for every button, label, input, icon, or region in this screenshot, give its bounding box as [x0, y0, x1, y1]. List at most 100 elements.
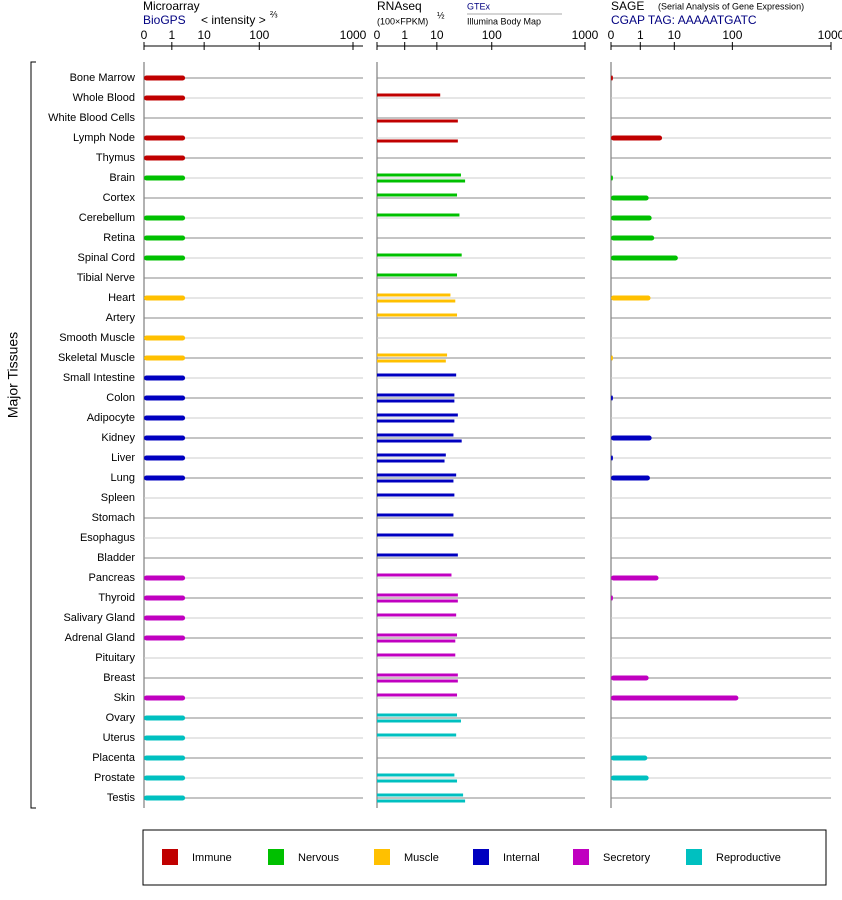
- bar: [144, 475, 186, 481]
- x-tick-label: 0: [374, 28, 381, 42]
- x-tick-label: 1000: [572, 28, 599, 42]
- bracket: [30, 61, 36, 809]
- bar: [377, 679, 458, 683]
- legend-label: Muscle: [404, 852, 439, 864]
- x-tick-label: 0: [608, 28, 615, 42]
- panel-title: Microarray: [143, 0, 200, 13]
- category-label: Brain: [109, 172, 135, 184]
- bar: [144, 775, 186, 781]
- bar: [611, 215, 652, 221]
- category-label: Breast: [103, 672, 135, 684]
- x-tick-label: 1: [637, 28, 644, 42]
- bar: [377, 253, 462, 257]
- y-axis-label: Major Tissues: [5, 332, 21, 418]
- legend-label: Nervous: [298, 852, 339, 864]
- category-label: Lung: [111, 472, 135, 484]
- category-label: Colon: [106, 392, 135, 404]
- bar: [144, 415, 186, 421]
- bar: [144, 135, 186, 141]
- category-label: Salivary Gland: [63, 612, 135, 624]
- bar: [144, 235, 186, 241]
- legend-label: Immune: [192, 852, 232, 864]
- category-label: Small Intestine: [63, 372, 135, 384]
- bar: [144, 595, 186, 601]
- series-label: GTEx: [467, 1, 491, 11]
- category-label: Tibial Nerve: [77, 272, 135, 284]
- legend-swatch: [573, 849, 589, 865]
- bar: [377, 633, 458, 637]
- bar: [377, 459, 445, 463]
- bar: [377, 493, 455, 497]
- bar: [144, 175, 186, 181]
- x-tick-label: 0: [141, 28, 148, 42]
- legend-label: Internal: [503, 852, 540, 864]
- bar: [611, 135, 663, 141]
- bar: [144, 75, 186, 81]
- bar: [377, 593, 458, 597]
- bar: [377, 713, 458, 717]
- scale-label: (100×FPKM): [377, 16, 428, 26]
- scale-label: < intensity >: [201, 13, 266, 27]
- category-label: Thymus: [96, 152, 136, 164]
- bar: [377, 673, 458, 677]
- x-tick-label: 100: [722, 28, 742, 42]
- bar: [377, 453, 446, 457]
- bar: [377, 599, 458, 603]
- bar: [611, 755, 648, 761]
- bar: [611, 355, 613, 361]
- bar: [377, 733, 457, 737]
- x-tick-label: 10: [668, 28, 682, 42]
- bar: [144, 395, 186, 401]
- category-label: Pituitary: [95, 652, 135, 664]
- bar: [377, 213, 460, 217]
- bar: [377, 173, 461, 177]
- legend-swatch: [374, 849, 390, 865]
- bar: [377, 139, 458, 143]
- bar: [611, 475, 650, 481]
- category-label: Adrenal Gland: [65, 632, 135, 644]
- category-label: Skeletal Muscle: [58, 352, 135, 364]
- bar: [377, 299, 456, 303]
- category-label: Esophagus: [80, 532, 136, 544]
- bar: [144, 215, 186, 221]
- bar: [144, 155, 186, 161]
- category-label: Bone Marrow: [70, 72, 135, 84]
- category-label: Whole Blood: [73, 92, 135, 104]
- category-label: Cortex: [103, 192, 136, 204]
- legend-label: Reproductive: [716, 852, 781, 864]
- bar: [377, 693, 458, 697]
- legend-box: [142, 829, 827, 886]
- legend-swatch: [268, 849, 284, 865]
- category-label: Prostate: [94, 772, 135, 784]
- bar: [377, 313, 458, 317]
- bar: [377, 273, 458, 277]
- x-tick-label: 1: [401, 28, 408, 42]
- bar: [144, 95, 186, 101]
- bar: [377, 553, 458, 557]
- bar: [144, 355, 186, 361]
- category-label: Ovary: [106, 712, 136, 724]
- bar: [144, 735, 186, 741]
- bar: [377, 513, 454, 517]
- bar: [611, 255, 678, 261]
- bar: [144, 575, 186, 581]
- bar: [377, 779, 458, 783]
- category-label: Pancreas: [89, 572, 136, 584]
- bar: [144, 255, 186, 261]
- bar: [377, 93, 441, 97]
- bar: [144, 695, 186, 701]
- bar: [377, 393, 455, 397]
- category-label: Bladder: [97, 552, 135, 564]
- x-tick-label: 1000: [340, 28, 367, 42]
- bar: [377, 793, 464, 797]
- legend-swatch: [686, 849, 702, 865]
- legend-swatch: [162, 849, 178, 865]
- bar: [377, 533, 454, 537]
- bar: [377, 419, 455, 423]
- panel-title: RNAseq: [377, 0, 422, 13]
- bar: [611, 195, 649, 201]
- category-label: Retina: [103, 232, 136, 244]
- bar: [611, 435, 652, 441]
- panel-subtitle: BioGPS: [143, 13, 186, 27]
- x-tick-label: 10: [430, 28, 444, 42]
